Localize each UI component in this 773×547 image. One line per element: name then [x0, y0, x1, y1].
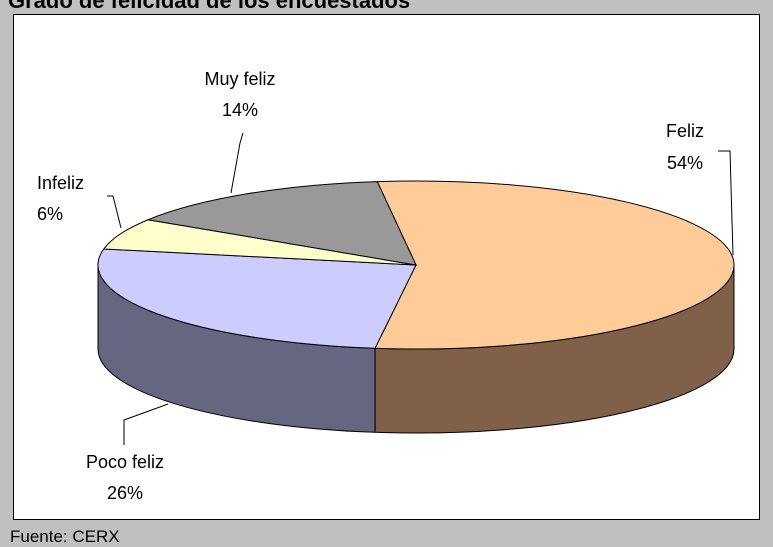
pie-slice-feliz — [374, 180, 735, 350]
label-infeliz-value: 6% — [37, 204, 63, 224]
pie-tops — [97, 180, 735, 350]
leader-infeliz — [107, 195, 122, 229]
leader-feliz — [718, 150, 734, 256]
pie-slice-infeliz — [102, 219, 417, 266]
label-feliz-name: Feliz — [666, 121, 704, 141]
source-note: Fuente: CERX — [10, 527, 120, 546]
label-muy-feliz-value: 14% — [222, 100, 258, 120]
label-muy-feliz-name: Muy feliz — [204, 69, 275, 89]
chart-title-cut: Grado de felicidad de los encuestados — [0, 0, 773, 14]
leader-muy-feliz — [230, 132, 244, 194]
label-poco-feliz-name: Poco feliz — [86, 452, 164, 472]
pie-slice-muy-feliz — [146, 181, 417, 266]
leader-poco-feliz — [123, 403, 169, 445]
label-feliz-value: 54% — [667, 153, 703, 173]
leader-lines — [107, 132, 734, 445]
chart-title-text: Grado de felicidad de los encuestados — [8, 0, 411, 13]
label-poco-feliz-value: 26% — [107, 483, 143, 503]
pie-slice-poco-feliz — [97, 248, 417, 349]
label-infeliz-name: Infeliz — [37, 173, 84, 193]
